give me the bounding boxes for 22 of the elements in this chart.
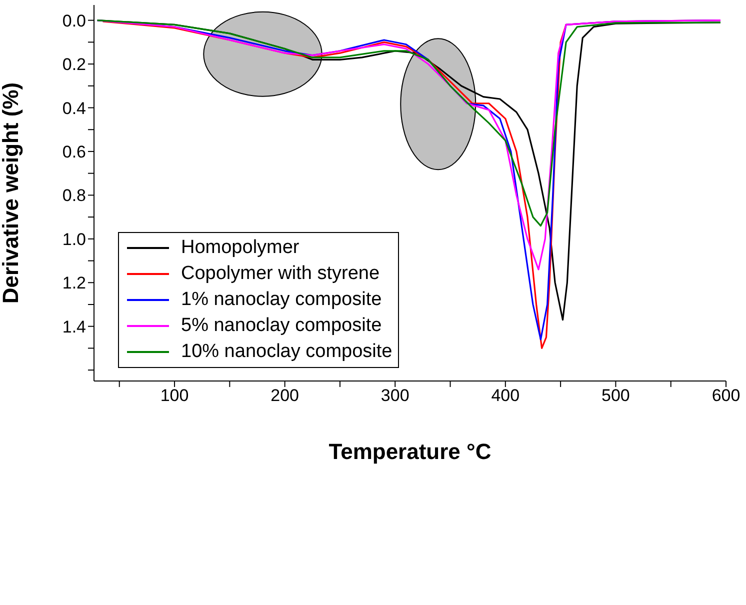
line-series [96,20,722,227]
y-axis-title: Derivative weight (%) [0,82,23,304]
y-tick-label: 1.0 [62,230,86,249]
x-tick-label: 100 [160,386,189,406]
y-tick-label: 1.4 [62,317,86,336]
x-tick-label: 600 [712,386,740,406]
x-tick-label: 500 [602,386,630,406]
legend-label: 1% nanoclay composite [181,289,382,311]
y-tick-label: 0.6 [62,142,86,162]
y-tick-label: 1.2 [62,274,86,293]
y-tick-label: 0.2 [62,55,86,74]
y-tick-label: 0.0 [62,11,86,30]
x-tick-label: 200 [270,386,299,406]
y-tick-label: 0.8 [62,186,86,206]
x-axis-title: Temperature °C [328,439,492,464]
x-tick-label: 300 [380,386,410,406]
x-tick-label: 400 [491,386,520,406]
legend-label: 10% nanoclay composite [181,341,392,363]
legend-label: 5% nanoclay composite [181,315,382,337]
legend-label: Copolymer with styrene [181,263,380,285]
legend-label: Homopolymer [181,237,300,259]
y-tick-label: 0.4 [62,98,86,118]
